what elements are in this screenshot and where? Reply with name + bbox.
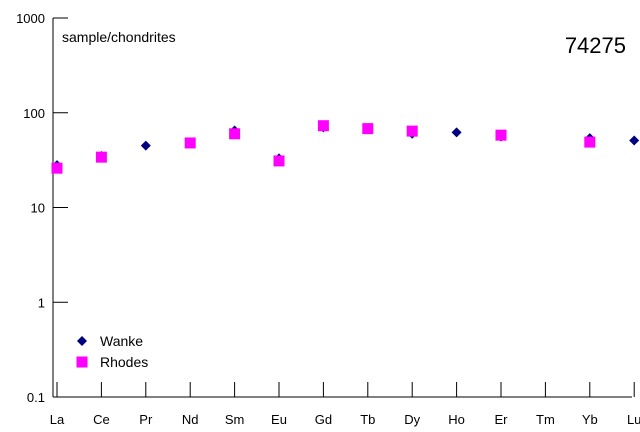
legend-marker-rhodes: [76, 356, 88, 368]
rhodes-point: [184, 137, 196, 149]
x-tick-label: Gd: [315, 412, 332, 427]
chart-title: 74275: [565, 33, 626, 58]
x-tick-label: Er: [495, 412, 509, 427]
data-points: [51, 120, 640, 174]
x-tick-label: Pr: [139, 412, 153, 427]
x-tick-label: Tm: [536, 412, 555, 427]
y-axis-ticks: 0.1 1 10 100 1000: [16, 11, 68, 405]
x-tick-label: Sm: [225, 412, 245, 427]
legend-label-wanke: Wanke: [100, 333, 143, 349]
rhodes-point: [317, 120, 329, 132]
x-tick-label: Nd: [182, 412, 199, 427]
y-tick-label: 1000: [16, 11, 45, 26]
y-tick-label: 10: [31, 201, 45, 216]
rhodes-point: [495, 129, 507, 141]
x-tick-label: Yb: [582, 412, 598, 427]
legend-label-rhodes: Rhodes: [100, 354, 148, 370]
x-tick-label: Ce: [93, 412, 110, 427]
chart-annotation: sample/chondrites: [62, 29, 176, 45]
x-axis-ticks: La Ce Pr Nd Sm Eu Gd Tb Dy Ho Er Tm Yb Lu: [50, 382, 640, 427]
legend-marker-wanke: [77, 336, 87, 346]
y-tick-label: 0.1: [27, 390, 45, 405]
rhodes-point: [95, 151, 107, 163]
legend: Wanke Rhodes: [76, 333, 148, 370]
x-tick-label: Lu: [627, 412, 640, 427]
x-tick-label: Dy: [404, 412, 420, 427]
y-tick-label: 1: [38, 295, 45, 310]
rhodes-point: [406, 125, 418, 137]
y-tick-label: 100: [23, 106, 45, 121]
x-tick-label: La: [50, 412, 65, 427]
x-tick-label: Tb: [360, 412, 375, 427]
rhodes-point: [229, 128, 241, 140]
rhodes-point: [584, 136, 596, 148]
rhodes-point: [273, 155, 285, 167]
x-tick-label: Eu: [271, 412, 287, 427]
rhodes-point: [51, 162, 63, 174]
rhodes-point: [362, 123, 374, 135]
wanke-point: [629, 135, 640, 146]
x-tick-label: Ho: [448, 412, 465, 427]
wanke-point: [451, 127, 462, 138]
wanke-point: [140, 140, 151, 151]
